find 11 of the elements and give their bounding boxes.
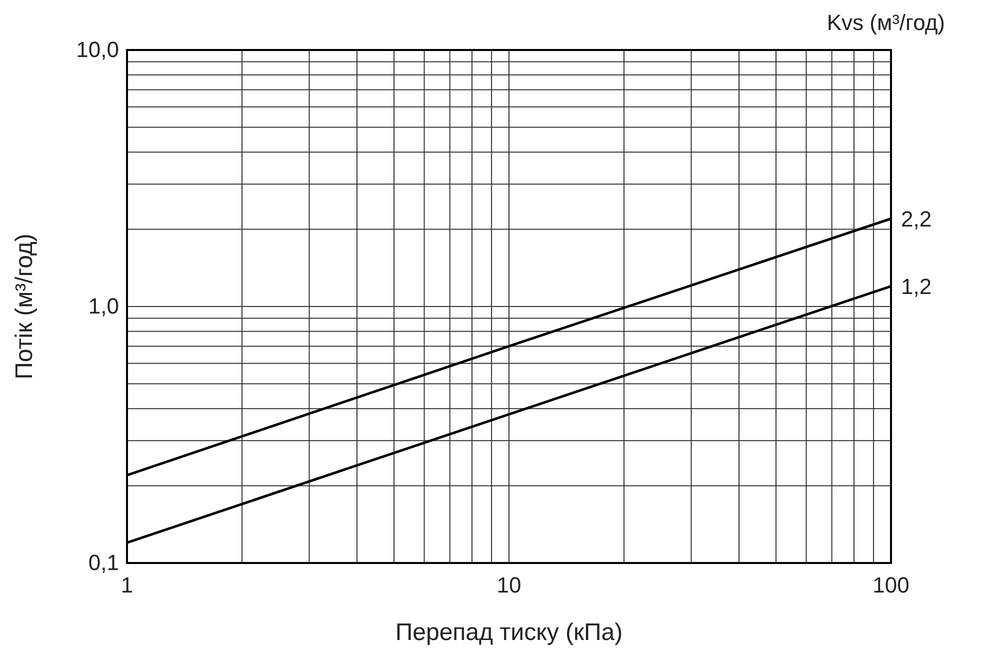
series-label: 2,2 (901, 206, 932, 232)
x-tick-label: 1 (120, 572, 134, 598)
legend-title: Kvs (м³/год) (826, 10, 945, 35)
y-tick-label: 10,0 (76, 37, 119, 62)
x-axis-title: Перепад тиску (кПа) (395, 619, 623, 646)
x-tick-label: 10 (496, 572, 522, 598)
y-axis-title: Потік (м³/год) (11, 234, 38, 380)
series-label: 1,2 (901, 274, 932, 300)
x-tick-label: 100 (872, 572, 910, 598)
y-tick-label: 0,1 (88, 550, 119, 576)
y-tick-label: 1,0 (88, 294, 119, 319)
